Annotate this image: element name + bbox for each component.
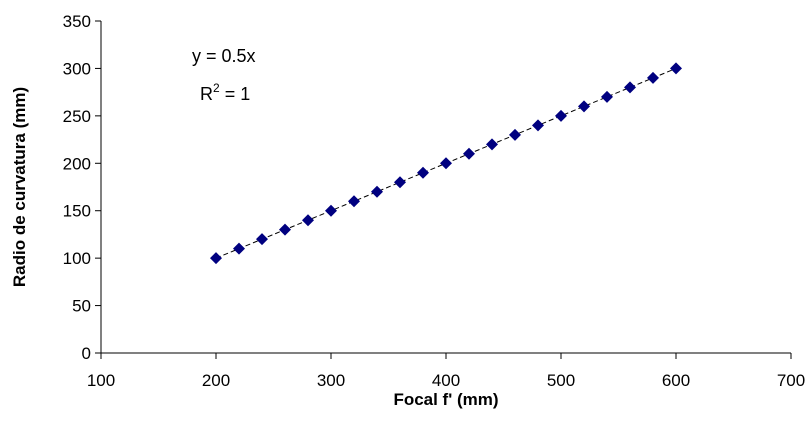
data-point: [486, 138, 498, 151]
data-point: [394, 176, 406, 189]
data-point: [670, 62, 682, 75]
data-point: [233, 242, 245, 255]
x-ticks: 100 200 300 400 500 600 700: [87, 353, 805, 390]
data-point: [417, 166, 429, 179]
data-point: [647, 71, 659, 84]
data-point: [210, 252, 222, 265]
x-axis-title: Focal f' (mm): [393, 390, 498, 409]
y-tick-label: 150: [63, 202, 91, 221]
data-point: [256, 233, 268, 246]
y-tick-label: 350: [63, 12, 91, 31]
data-point: [555, 109, 567, 122]
data-point: [302, 214, 314, 227]
x-tick-label: 300: [317, 371, 345, 390]
data-point: [279, 223, 291, 236]
y-tick-label: 200: [63, 154, 91, 173]
data-points: [210, 62, 682, 265]
r-squared-superscript: 2: [213, 81, 220, 95]
x-tick-label: 100: [87, 371, 115, 390]
x-tick-label: 700: [777, 371, 805, 390]
r-squared-suffix: = 1: [220, 84, 251, 104]
data-point: [601, 90, 613, 103]
data-point: [532, 119, 544, 132]
y-tick-label: 0: [82, 344, 91, 363]
y-ticks: 0 50 100 150 200 250 300 350: [63, 12, 101, 363]
y-tick-label: 300: [63, 59, 91, 78]
y-tick-label: 50: [72, 297, 91, 316]
data-point: [325, 204, 337, 217]
data-point: [348, 195, 360, 208]
data-point: [440, 157, 452, 170]
x-tick-label: 500: [547, 371, 575, 390]
axes: 100 200 300 400 500 600 700 0 50 100 150 200 250 300…: [63, 12, 806, 390]
r-squared-label: R2 = 1: [200, 81, 250, 104]
data-point: [624, 81, 636, 94]
data-point: [509, 128, 521, 141]
r-squared-prefix: R: [200, 84, 213, 104]
data-point: [463, 147, 475, 160]
y-tick-label: 100: [63, 249, 91, 268]
x-tick-label: 600: [662, 371, 690, 390]
data-point: [371, 185, 383, 198]
y-axis-title: Radio de curvatura (mm): [10, 87, 29, 287]
data-point: [578, 100, 590, 113]
y-tick-label: 250: [63, 107, 91, 126]
x-tick-label: 200: [202, 371, 230, 390]
equation-label: y = 0.5x: [192, 46, 256, 66]
x-tick-label: 400: [432, 371, 460, 390]
